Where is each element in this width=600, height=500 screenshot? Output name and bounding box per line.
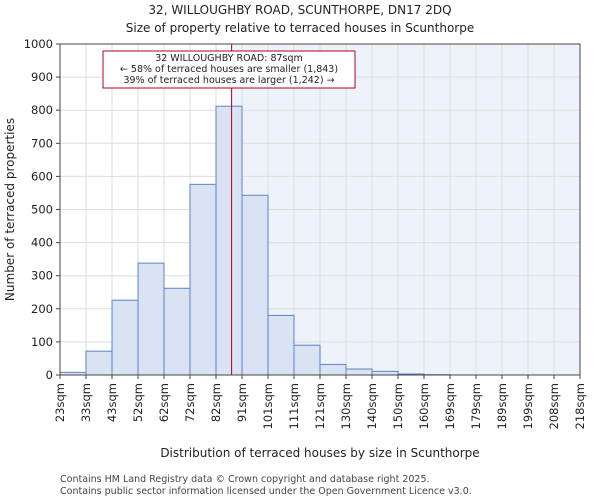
bar xyxy=(293,344,321,376)
x-axis-label: Distribution of terraced houses by size … xyxy=(160,446,479,460)
x-tick-label: 218sqm xyxy=(573,383,587,429)
annotation-box: 32 WILLOUGHBY ROAD: 87sqm ← 58% of terra… xyxy=(102,50,356,89)
y-tick-label: 100 xyxy=(31,335,53,349)
chart-title: 32, WILLOUGHBY ROAD, SCUNTHORPE, DN17 2D… xyxy=(148,3,451,17)
x-tick-label: 33sqm xyxy=(79,383,93,422)
x-tick-label: 160sqm xyxy=(417,383,431,429)
footer-line-1: Contains HM Land Registry data © Crown c… xyxy=(60,474,430,485)
bar xyxy=(267,314,295,376)
x-tick-label: 111sqm xyxy=(287,383,301,429)
bar xyxy=(319,363,347,376)
x-tick-label: 208sqm xyxy=(547,383,561,429)
x-tick-label: 101sqm xyxy=(261,383,275,429)
y-tick-label: 800 xyxy=(31,103,53,117)
x-tick-label: 23sqm xyxy=(53,383,67,422)
x-tick-label: 43sqm xyxy=(105,383,119,422)
bars xyxy=(59,105,451,376)
x-tick-label: 179sqm xyxy=(469,383,483,429)
annotation-frame xyxy=(102,50,356,89)
x-tick-label: 72sqm xyxy=(183,383,197,422)
bar xyxy=(345,368,373,376)
bar xyxy=(215,105,243,376)
bar xyxy=(163,287,191,376)
y-tick-label: 400 xyxy=(31,236,53,250)
y-tick-label: 700 xyxy=(31,136,53,150)
chart-subtitle: Size of property relative to terraced ho… xyxy=(126,21,474,35)
bar xyxy=(189,183,217,376)
y-tick-label: 600 xyxy=(31,169,53,183)
x-tick-label: 130sqm xyxy=(339,383,353,429)
bar xyxy=(85,350,113,376)
annotation-line-1: 32 WILLOUGHBY ROAD: 87sqm xyxy=(155,53,303,64)
footer-line-2: Contains public sector information licen… xyxy=(60,486,472,497)
x-axis-ticks: 23sqm 33sqm 43sqm 52sqm 62sqm 72sqm 82sqm 91sqm… xyxy=(53,375,587,429)
x-tick-label: 62sqm xyxy=(157,383,171,422)
bar xyxy=(111,299,139,376)
y-tick-label: 1000 xyxy=(24,37,53,51)
y-tick-label: 300 xyxy=(31,269,53,283)
x-tick-label: 52sqm xyxy=(131,383,145,422)
annotation-line-3: 39% of terraced houses are larger (1,242… xyxy=(123,75,334,86)
x-tick-label: 82sqm xyxy=(209,383,223,422)
x-tick-label: 121sqm xyxy=(313,383,327,429)
x-tick-label: 169sqm xyxy=(443,383,457,429)
bar xyxy=(137,262,165,376)
y-tick-label: 200 xyxy=(31,302,53,316)
x-tick-label: 91sqm xyxy=(235,383,249,422)
x-tick-label: 140sqm xyxy=(365,383,379,429)
y-tick-label: 500 xyxy=(31,203,53,217)
bar xyxy=(371,370,399,376)
x-tick-label: 189sqm xyxy=(495,383,509,429)
y-tick-label: 900 xyxy=(31,70,53,84)
x-tick-label: 150sqm xyxy=(391,383,405,429)
annotation-line-2: ← 58% of terraced houses are smaller (1,… xyxy=(120,64,338,75)
y-tick-label: 0 xyxy=(46,368,53,382)
bar xyxy=(241,194,269,376)
y-axis-ticks: 0 100 200 300 400 500 600 700 800 900 1000 xyxy=(24,37,60,382)
y-axis-label: Number of terraced properties xyxy=(3,118,17,301)
x-tick-label: 199sqm xyxy=(521,383,535,429)
